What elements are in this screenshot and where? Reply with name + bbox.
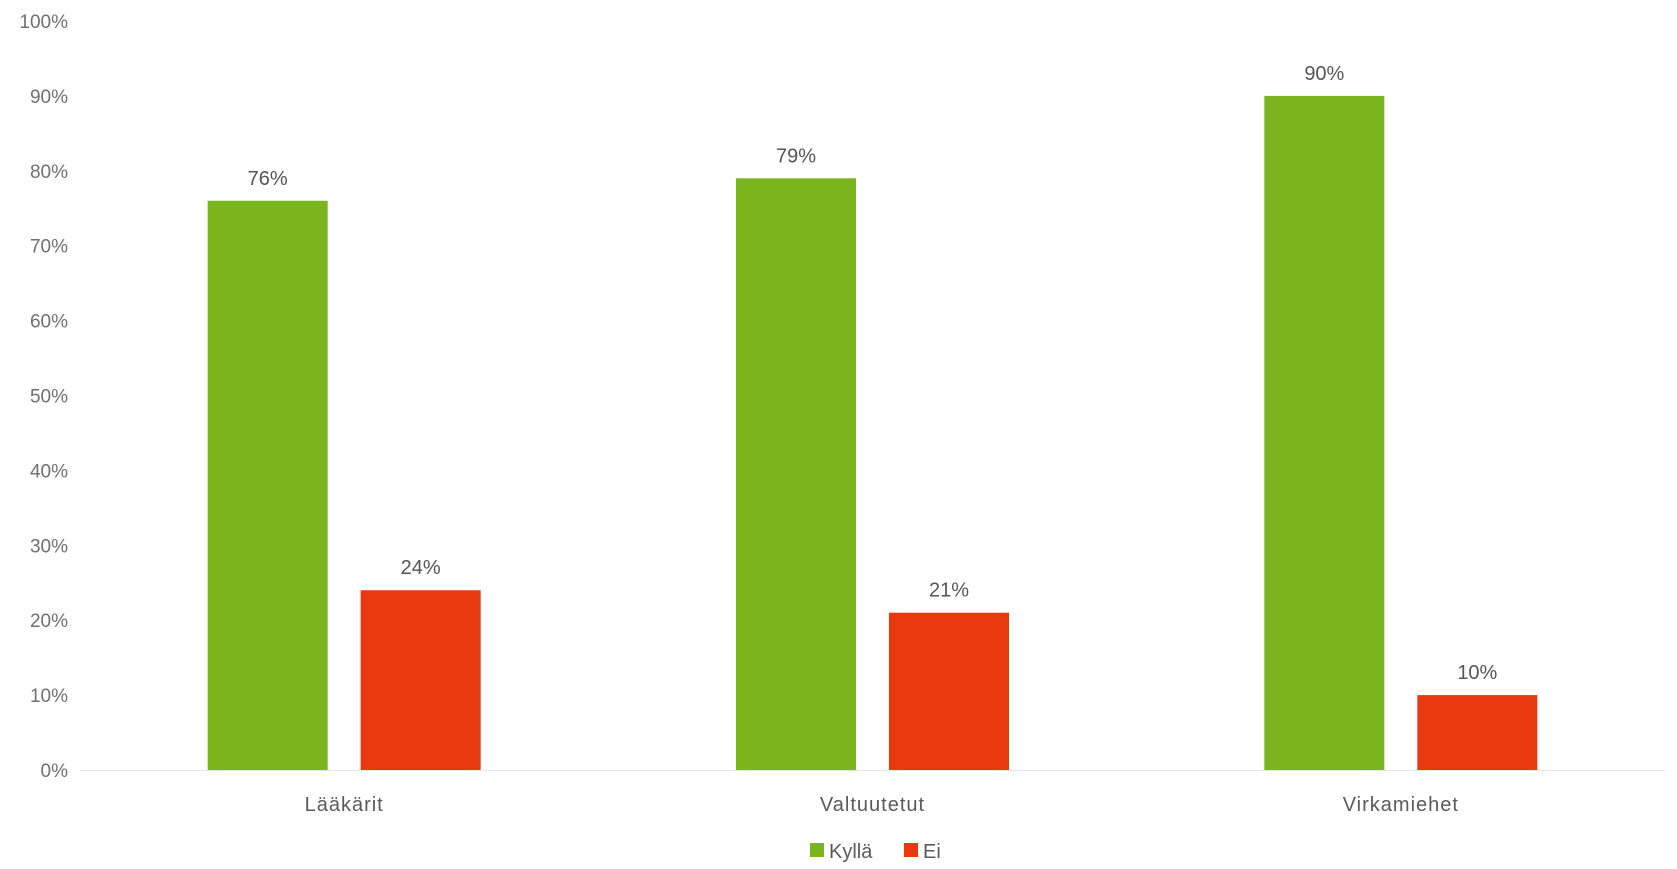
y-tick-label: 20% — [30, 611, 68, 632]
x-tick-label: Lääkärit — [305, 794, 384, 816]
y-tick-label: 60% — [30, 312, 68, 333]
data-label: 79% — [776, 145, 816, 167]
y-axis: 0% 10% 20% 30% 40% 50% 60% 70% 80% 90% 100% — [19, 12, 68, 782]
y-tick-label: 30% — [30, 536, 68, 557]
bar-ei-2 — [1417, 695, 1538, 770]
y-tick-label: 50% — [30, 387, 68, 408]
data-labels: 76% 24% 79% 21% 90% 10% — [248, 63, 1498, 684]
legend: Kyllä Ei — [810, 841, 941, 863]
legend-swatch — [810, 843, 824, 857]
bar-kyllä-1 — [736, 178, 856, 771]
legend-swatch — [904, 843, 918, 857]
y-tick-label: 80% — [30, 162, 68, 183]
bars — [207, 95, 1538, 771]
data-label: 21% — [929, 580, 969, 602]
data-label: 90% — [1304, 63, 1344, 85]
y-tick-label: 70% — [30, 237, 68, 258]
bar-ei-1 — [889, 612, 1009, 770]
data-label: 24% — [401, 557, 441, 579]
x-axis: Lääkärit Valtuutetut Virkamiehet — [305, 794, 1459, 816]
bar-kyllä-0 — [207, 200, 328, 770]
legend-label: Ei — [923, 841, 941, 863]
y-tick-label: 40% — [30, 461, 68, 482]
legend-label: Kyllä — [829, 841, 873, 863]
x-tick-label: Virkamiehet — [1343, 794, 1459, 816]
y-tick-label: 10% — [30, 686, 68, 707]
y-tick-label: 90% — [30, 87, 68, 108]
bar-kyllä-2 — [1264, 95, 1385, 770]
data-label: 10% — [1457, 662, 1497, 684]
y-tick-label: 100% — [19, 12, 68, 33]
y-tick-label: 0% — [41, 761, 69, 782]
data-label: 76% — [248, 168, 288, 190]
x-tick-label: Valtuutetut — [820, 794, 925, 816]
bar-ei-0 — [360, 590, 481, 770]
